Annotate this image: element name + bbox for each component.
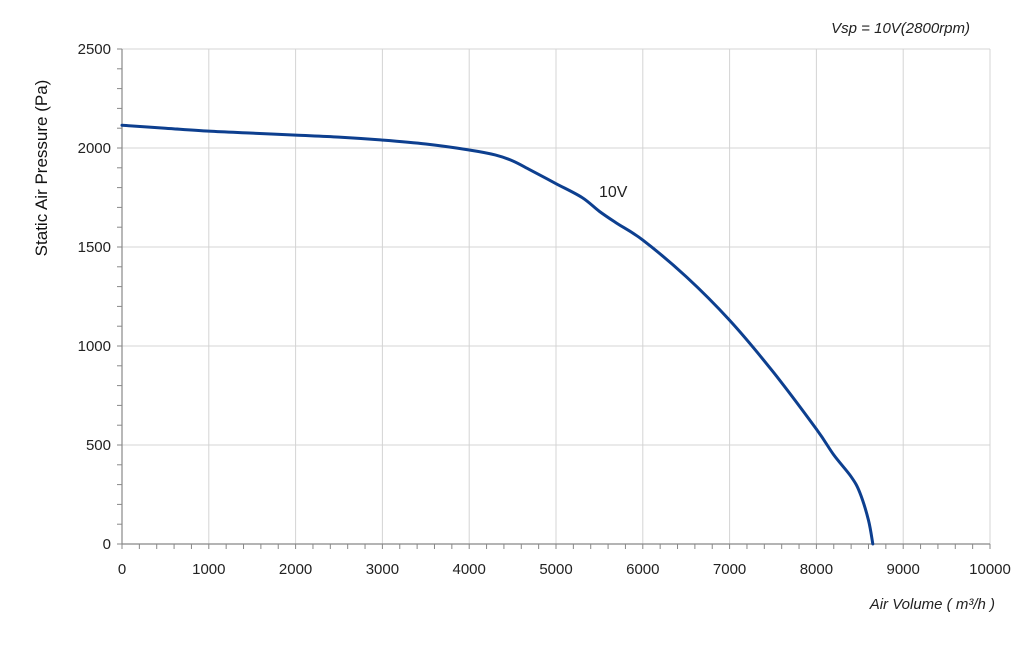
axes [117,48,991,549]
x-tick-label: 4000 [453,561,486,578]
x-tick-label: 1000 [192,561,225,578]
chart-title: Vsp = 10V(2800rpm) [831,20,970,37]
x-tick-label: 10000 [969,561,1011,578]
x-tick-label: 3000 [366,561,399,578]
grid-lines [122,48,991,544]
y-tick-label: 500 [86,437,111,454]
series-label-10v: 10V [599,184,628,201]
x-tick-label: 7000 [713,561,746,578]
y-tick-labels: 0 500 1000 1500 2000 2500 [78,41,111,553]
x-tick-label: 2000 [279,561,312,578]
x-tick-label: 9000 [887,561,920,578]
series-layer [120,123,875,546]
x-tick-label: 0 [118,561,126,578]
x-tick-label: 6000 [626,561,659,578]
y-tick-label: 1500 [78,239,111,256]
x-tick-labels: 0 1000 2000 3000 4000 5000 6000 7000 8000 9000 100… [118,561,1011,578]
y-tick-label: 2000 [78,140,111,157]
y-tick-label: 2500 [78,41,111,58]
y-axis-label: Static Air Pressure (Pa) [32,80,51,257]
series-line-10v [120,123,875,546]
y-tick-label: 1000 [78,338,111,355]
x-tick-label: 5000 [539,561,572,578]
x-tick-label: 8000 [800,561,833,578]
y-tick-label: 0 [103,536,111,553]
x-axis-label: Air Volume ( m³/h ) [869,596,995,613]
